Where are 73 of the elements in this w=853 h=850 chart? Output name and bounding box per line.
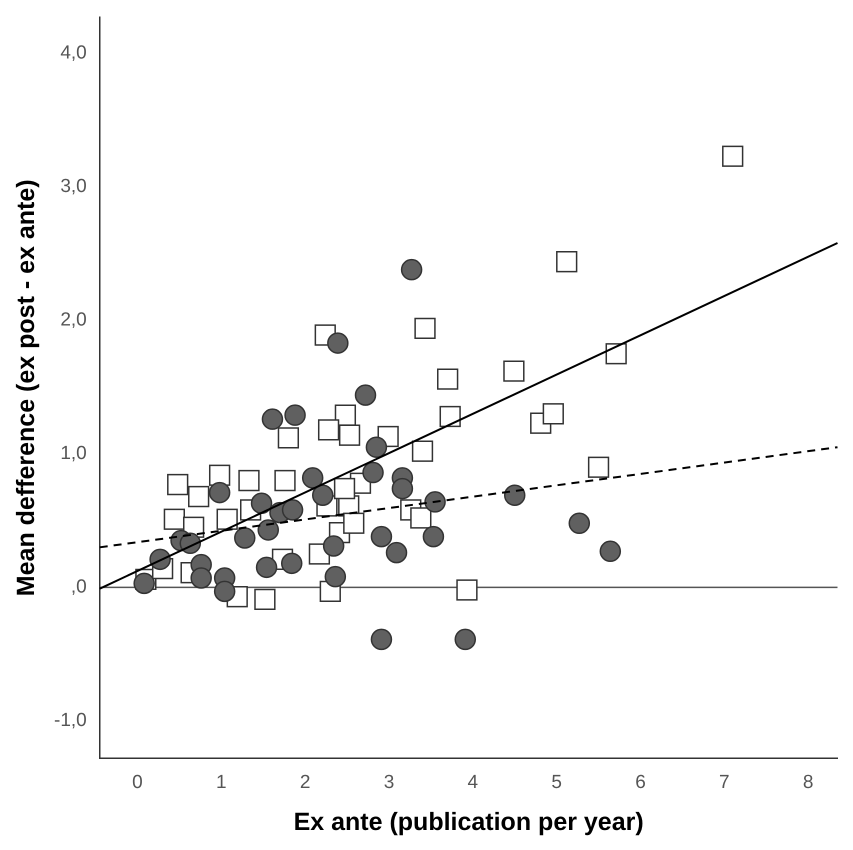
- point: [440, 406, 461, 428]
- point: [386, 542, 408, 564]
- point: [274, 470, 296, 492]
- point: [568, 512, 590, 534]
- y-tick-label: 3,0: [60, 176, 87, 198]
- point: [424, 491, 446, 513]
- point: [312, 484, 334, 506]
- x-axis-title: Ex ante (publication per year): [294, 808, 644, 836]
- point: [280, 552, 302, 574]
- y-tick-label: -1,0: [54, 710, 87, 732]
- point: [456, 579, 478, 601]
- point: [278, 427, 300, 449]
- point: [318, 419, 340, 440]
- x-tick-label: 1: [216, 772, 227, 793]
- x-tick-label: 5: [551, 772, 562, 793]
- y-axis-title: Mean defference (ex post - ex ante): [12, 179, 40, 596]
- x-tick-label: 6: [635, 772, 646, 793]
- y-tick-label: 2,0: [60, 310, 87, 331]
- point: [437, 368, 458, 390]
- point: [410, 507, 432, 529]
- point: [722, 146, 744, 167]
- point: [216, 508, 238, 530]
- point: [588, 456, 610, 478]
- point: [284, 404, 306, 426]
- point: [254, 588, 276, 610]
- point: [133, 572, 155, 594]
- point: [606, 343, 627, 364]
- x-tick-label: 2: [300, 772, 310, 793]
- x-tick-label: 8: [802, 772, 814, 793]
- point: [302, 467, 324, 489]
- point: [327, 332, 349, 354]
- point: [542, 403, 564, 424]
- x-tick-label: 3: [384, 772, 394, 793]
- point: [556, 251, 578, 272]
- point: [250, 492, 272, 514]
- point: [188, 486, 210, 508]
- point: [214, 580, 236, 602]
- y-tick-label: 4,0: [60, 42, 87, 64]
- x-tick-label: 4: [468, 772, 479, 793]
- point: [238, 470, 260, 492]
- point: [422, 526, 444, 548]
- y-tick-label: ,0: [70, 576, 87, 598]
- x-tick-label: 0: [132, 772, 143, 793]
- point: [503, 360, 525, 382]
- point: [400, 258, 422, 280]
- point: [164, 508, 186, 530]
- point: [414, 318, 436, 340]
- point: [334, 478, 356, 500]
- point: [324, 566, 346, 588]
- point: [322, 535, 344, 557]
- point: [338, 424, 360, 446]
- point: [234, 527, 256, 549]
- y-tick-label: 1,0: [60, 443, 87, 464]
- point: [600, 540, 622, 562]
- point: [256, 556, 278, 578]
- point: [208, 464, 230, 486]
- point: [412, 440, 434, 462]
- point: [258, 519, 279, 541]
- point: [454, 628, 476, 650]
- point: [366, 436, 388, 458]
- point: [370, 628, 392, 650]
- point: [282, 499, 304, 521]
- point: [343, 512, 364, 534]
- point: [354, 384, 376, 406]
- point: [504, 484, 526, 506]
- point: [262, 408, 284, 430]
- point: [370, 526, 392, 548]
- point: [167, 474, 188, 496]
- x-tick-label: 7: [719, 772, 730, 793]
- point: [208, 482, 230, 504]
- point: [190, 567, 212, 589]
- point: [392, 478, 414, 500]
- point: [362, 462, 384, 484]
